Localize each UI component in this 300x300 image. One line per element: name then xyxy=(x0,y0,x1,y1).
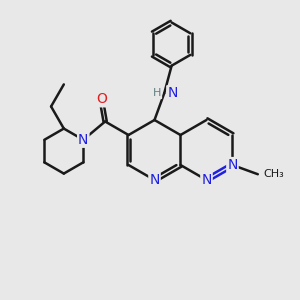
Text: N: N xyxy=(78,133,88,147)
Text: H: H xyxy=(153,88,161,98)
Text: N: N xyxy=(167,86,178,100)
Text: N: N xyxy=(201,173,212,187)
Text: N: N xyxy=(227,158,238,172)
Text: N: N xyxy=(149,173,160,187)
Text: CH₃: CH₃ xyxy=(263,169,284,179)
Text: O: O xyxy=(96,92,107,106)
